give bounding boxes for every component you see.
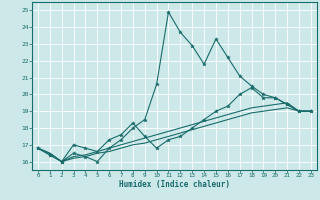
- X-axis label: Humidex (Indice chaleur): Humidex (Indice chaleur): [119, 180, 230, 189]
